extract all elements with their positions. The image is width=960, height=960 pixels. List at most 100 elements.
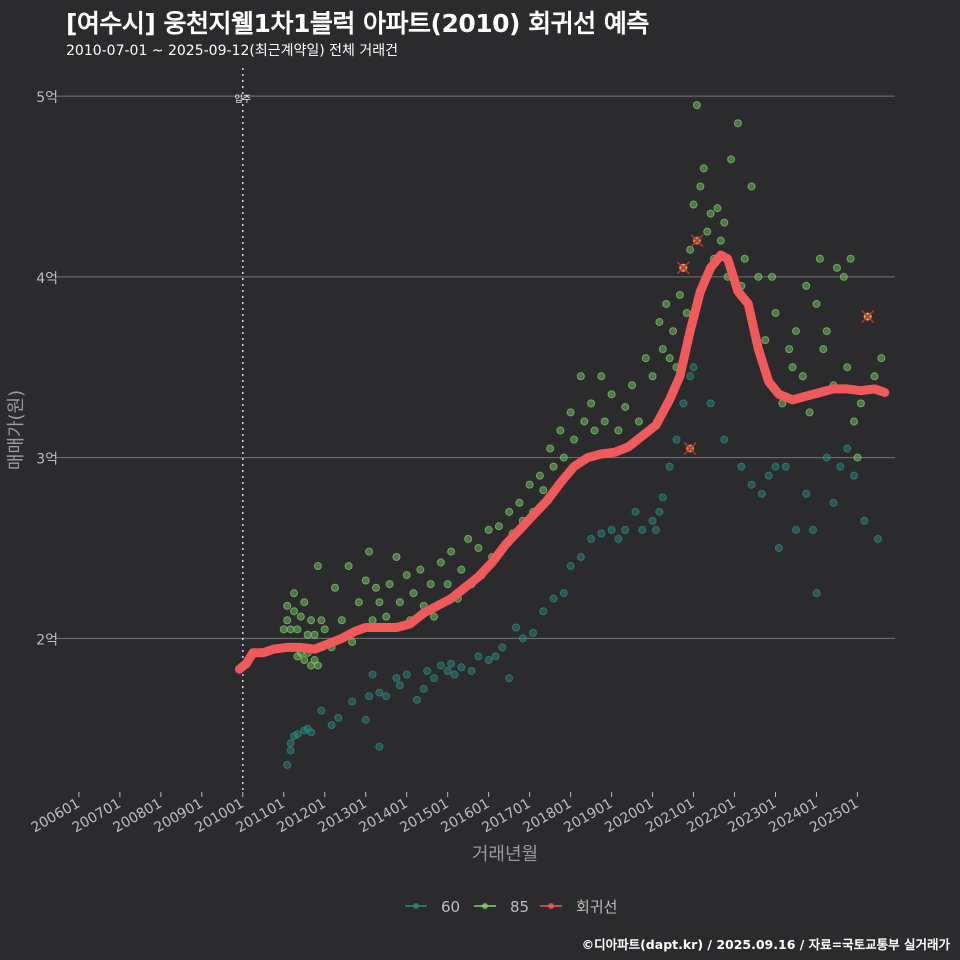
- point-60: [283, 760, 292, 769]
- chart-subtitle: 2010-07-01 ~ 2025-09-12(최근계약일) 전체 거래건: [66, 43, 398, 59]
- point-85: [791, 327, 800, 336]
- point-60: [614, 534, 623, 543]
- point-85: [641, 354, 650, 363]
- point-60: [720, 435, 729, 444]
- point-85: [870, 372, 879, 381]
- point-85: [703, 227, 712, 236]
- point-85: [515, 498, 524, 507]
- point-85: [303, 630, 312, 639]
- legend-item-60[interactable]: 60: [405, 898, 460, 916]
- point-85: [392, 553, 401, 562]
- point-85: [699, 164, 708, 173]
- point-60: [631, 507, 640, 516]
- point-60: [638, 525, 647, 534]
- point-60: [607, 525, 616, 534]
- point-60: [658, 493, 667, 502]
- point-85: [812, 299, 821, 308]
- point-85: [570, 435, 579, 444]
- point-60: [474, 652, 483, 661]
- point-60: [423, 666, 432, 675]
- y-tick-label: 5억: [36, 90, 58, 106]
- point-85: [727, 155, 736, 164]
- point-85: [307, 616, 316, 625]
- point-60: [576, 553, 585, 562]
- point-60: [771, 462, 780, 471]
- point-85: [669, 327, 678, 336]
- chart-title: [여수시] 웅천지웰1차1블럭 아파트(2010) 회귀선 예측: [66, 9, 649, 38]
- point-60: [402, 670, 411, 679]
- point-85: [634, 417, 643, 426]
- point-60: [822, 453, 831, 462]
- point-85: [628, 381, 637, 390]
- point-60: [430, 674, 439, 683]
- point-60: [791, 525, 800, 534]
- outlier-cross: [690, 234, 704, 248]
- y-tick-label: 2억: [36, 632, 58, 648]
- point-85: [283, 616, 292, 625]
- point-60: [686, 372, 695, 381]
- legend-item-85[interactable]: 85: [474, 898, 529, 916]
- point-85: [580, 417, 589, 426]
- point-85: [597, 372, 606, 381]
- legend[interactable]: 60 85 회귀선: [405, 898, 617, 916]
- point-85: [686, 245, 695, 254]
- point-85: [798, 372, 807, 381]
- point-85: [846, 254, 855, 263]
- regression-line: [234, 250, 890, 674]
- point-60: [457, 663, 466, 672]
- point-85: [819, 345, 828, 354]
- point-60: [812, 589, 821, 598]
- point-60: [651, 525, 660, 534]
- point-60: [873, 534, 882, 543]
- point-85: [337, 616, 346, 625]
- point-60: [747, 480, 756, 489]
- point-85: [549, 462, 558, 471]
- point-60: [447, 659, 456, 668]
- point-85: [768, 272, 777, 281]
- annotation-layer: 입주: [235, 68, 251, 792]
- point-85: [853, 453, 862, 462]
- axes: 2억3억4억5억20060120070120080120090120100120…: [6, 90, 861, 865]
- point-85: [600, 417, 609, 426]
- point-60: [491, 652, 500, 661]
- point-60: [665, 462, 674, 471]
- x-axis-title: 거래년월: [472, 844, 538, 865]
- point-60: [529, 628, 538, 637]
- point-60: [802, 489, 811, 498]
- point-60: [436, 661, 445, 670]
- y-tick-label: 4억: [36, 271, 58, 287]
- point-85: [662, 299, 671, 308]
- point-85: [706, 209, 715, 218]
- point-60: [498, 643, 507, 652]
- point-85: [815, 254, 824, 263]
- legend-label: 85: [510, 898, 529, 916]
- point-85: [754, 272, 763, 281]
- point-60: [689, 363, 698, 372]
- regression-path: [234, 250, 890, 674]
- point-85: [395, 598, 404, 607]
- point-60: [764, 471, 773, 480]
- point-85: [740, 254, 749, 263]
- point-85: [665, 354, 674, 363]
- point-60: [587, 534, 596, 543]
- point-60: [860, 516, 869, 525]
- point-85: [361, 576, 370, 585]
- point-85: [614, 426, 623, 435]
- point-85: [494, 522, 503, 531]
- point-85: [371, 583, 380, 592]
- point-85: [621, 402, 630, 411]
- legend-item-reg[interactable]: 회귀선: [540, 898, 617, 916]
- point-85: [771, 308, 780, 317]
- outlier-cross: [683, 441, 697, 456]
- point-60: [395, 681, 404, 690]
- point-60: [597, 529, 606, 538]
- point-85: [464, 534, 473, 543]
- point-85: [310, 630, 319, 639]
- point-85: [877, 354, 886, 363]
- point-85: [802, 281, 811, 290]
- legend-label: 회귀선: [576, 898, 617, 916]
- point-60: [737, 462, 746, 471]
- point-85: [402, 571, 411, 580]
